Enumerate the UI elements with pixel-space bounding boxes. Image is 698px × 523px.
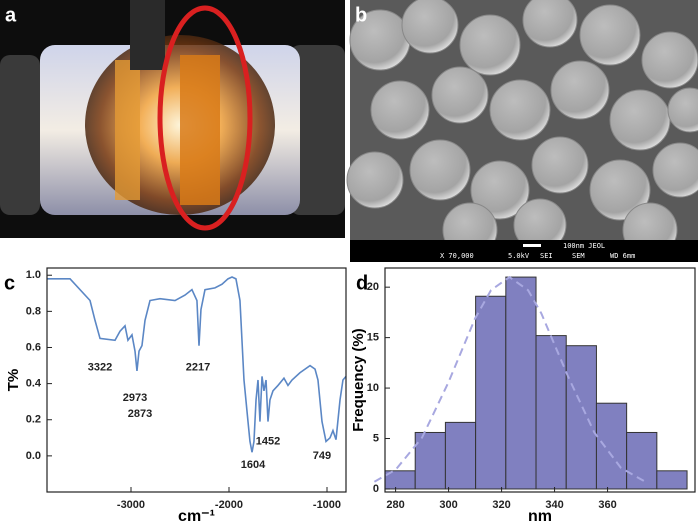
bar: [506, 277, 536, 489]
y-tick-label: 1.0: [26, 269, 41, 281]
sem-scale: 100nm JEOL: [563, 242, 605, 250]
panel-label: a: [5, 4, 17, 26]
particle: [460, 15, 520, 75]
x-tick-label: 320: [492, 499, 510, 511]
bar: [476, 296, 506, 489]
y-tick-label: 0.0: [26, 450, 41, 462]
x-tick-label: 280: [386, 499, 404, 511]
bar: [536, 336, 566, 489]
bar: [657, 471, 687, 489]
peak-label: 749: [313, 450, 331, 462]
particle: [532, 137, 588, 193]
x-axis-label: cm⁻¹: [178, 508, 215, 523]
y-tick-label: 15: [367, 332, 379, 344]
particle: [410, 140, 470, 200]
y-tick-label: 10: [367, 382, 379, 394]
y-tick-label: 0.6: [26, 341, 41, 353]
panel-label: b: [355, 4, 367, 26]
sem-voltage: 5.0kV: [508, 252, 530, 260]
x-tick-label: -2000: [215, 499, 243, 511]
y-tick-label: 20: [367, 281, 379, 293]
peak-label: 3322: [88, 361, 112, 373]
particle: [642, 32, 698, 88]
particle: [371, 81, 429, 139]
y-axis-label: T%: [5, 369, 22, 392]
particle: [523, 0, 577, 47]
panel-label: c: [4, 272, 15, 294]
bar: [596, 403, 626, 489]
particle: [347, 152, 403, 208]
particle: [432, 67, 488, 123]
y-tick-label: 0.2: [26, 414, 41, 426]
y-tick-label: 5: [373, 432, 379, 444]
sem-image-b: 100nm JEOL X 70,000 5.0kV SEI SEM WD 6mm: [347, 0, 698, 262]
x-tick-label: -3000: [117, 499, 145, 511]
sem-wd: WD 6mm: [610, 252, 635, 260]
particle: [551, 61, 609, 119]
bar: [566, 346, 596, 489]
y-axis-label: Frequency (%): [350, 328, 367, 431]
x-tick-label: -1000: [313, 499, 341, 511]
sem-magnification: X 70,000: [440, 252, 474, 260]
sem-mode: SEM: [572, 252, 585, 260]
x-tick-label: 360: [598, 499, 616, 511]
particle: [610, 90, 670, 150]
bar: [415, 432, 445, 489]
peak-label: 1604: [241, 459, 266, 471]
y-tick-label: 0: [373, 483, 379, 495]
y-tick-label: 0.4: [26, 378, 42, 390]
particle: [580, 5, 640, 65]
peak-label: 2217: [186, 361, 210, 373]
x-tick-label: 300: [439, 499, 457, 511]
sem-detector: SEI: [540, 252, 553, 260]
x-axis-label: nm: [528, 508, 552, 523]
peak-label: 2873: [128, 408, 152, 420]
peak-label: 1452: [256, 435, 280, 447]
bar: [445, 422, 475, 489]
photo-a: [0, 0, 345, 238]
particle: [402, 0, 458, 53]
particle: [490, 80, 550, 140]
peak-label: 2973: [123, 392, 147, 404]
y-tick-label: 0.8: [26, 305, 41, 317]
